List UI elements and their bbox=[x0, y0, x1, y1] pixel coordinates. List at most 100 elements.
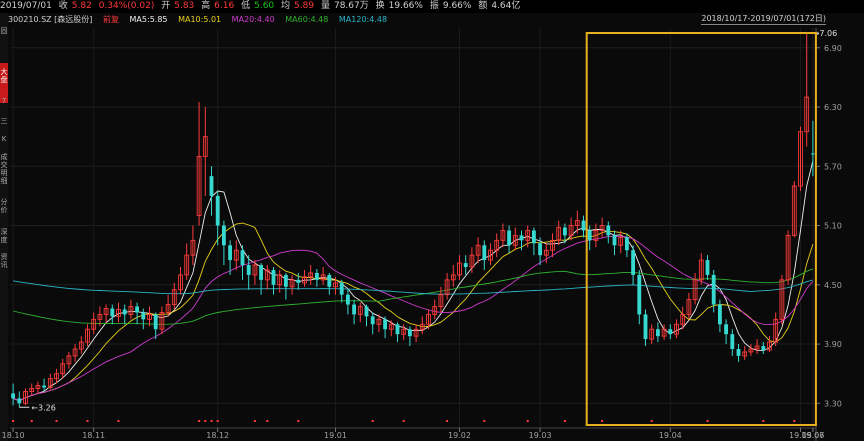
candle-body bbox=[178, 274, 183, 291]
candle bbox=[277, 269, 283, 293]
signal-dot bbox=[253, 420, 256, 422]
candle bbox=[525, 225, 531, 248]
y-tick-label: 3.90 bbox=[824, 340, 842, 349]
candle bbox=[680, 306, 686, 330]
candle bbox=[705, 255, 710, 280]
adjust-mode[interactable]: 前复 bbox=[102, 15, 119, 24]
candle-body bbox=[221, 225, 226, 246]
candle-body bbox=[543, 249, 549, 256]
amount-label: 额 bbox=[478, 1, 488, 11]
signal-dot bbox=[650, 420, 653, 422]
candle bbox=[178, 267, 183, 295]
candle-body bbox=[457, 262, 462, 276]
candle bbox=[153, 312, 158, 340]
x-tick-label: 19.04 bbox=[659, 431, 682, 440]
candle bbox=[785, 230, 791, 285]
sidebar-tab-3[interactable]: 7 bbox=[1, 97, 7, 105]
ma10-legend: MA10:5.01 bbox=[178, 15, 222, 24]
candle bbox=[773, 312, 779, 347]
sidebar-tab-2[interactable]: 大盘 bbox=[0, 68, 8, 84]
candle-body bbox=[184, 254, 190, 276]
candle bbox=[748, 344, 754, 356]
candle bbox=[606, 221, 611, 244]
candle bbox=[742, 346, 748, 360]
candle-body bbox=[804, 96, 810, 133]
candle bbox=[649, 324, 655, 345]
y-tick-label: 6.30 bbox=[824, 103, 842, 112]
left-function-sidebar: 固 大盘 7 三 K 成交明细 分价 深度 资讯 bbox=[0, 13, 8, 441]
candle-body bbox=[314, 272, 319, 280]
candle-body bbox=[612, 235, 617, 246]
sidebar-tab-4[interactable]: 三 bbox=[0, 117, 8, 125]
candle-body bbox=[525, 230, 531, 241]
sidebar-tab-1[interactable]: 固 bbox=[0, 27, 8, 35]
date-range-label[interactable]: 2018/10/17-2019/07/01(172日) bbox=[701, 14, 826, 25]
candle bbox=[568, 217, 574, 241]
candle bbox=[184, 243, 190, 280]
moving-average-lines bbox=[12, 160, 814, 402]
candle bbox=[271, 267, 276, 295]
quote-info-bar: 2019/07/01 收 5.82 0.34%(0.02) 开 5.83 高 6.16… bbox=[0, 0, 864, 13]
candle bbox=[543, 243, 549, 264]
volume-value: 78.67万 bbox=[333, 1, 369, 11]
candle bbox=[791, 181, 797, 238]
candle bbox=[23, 388, 28, 406]
candle bbox=[85, 324, 90, 347]
candle-body bbox=[668, 329, 673, 335]
signal-dot bbox=[198, 420, 201, 422]
ma60-line bbox=[12, 268, 814, 325]
stock-code[interactable]: 300210.SZ [森远股份] bbox=[8, 15, 93, 24]
sidebar-tab-5[interactable]: K bbox=[1, 135, 7, 143]
candle-body bbox=[35, 385, 41, 389]
close-label: 收 bbox=[58, 1, 68, 11]
candle-body bbox=[556, 227, 562, 241]
candle bbox=[264, 265, 270, 290]
candle bbox=[308, 265, 314, 285]
candle bbox=[692, 272, 698, 305]
candle bbox=[519, 230, 524, 251]
candle-body bbox=[29, 388, 35, 392]
candle bbox=[29, 383, 35, 396]
candle-body bbox=[767, 341, 772, 351]
candle-body bbox=[215, 195, 220, 226]
candle-body bbox=[296, 279, 301, 283]
candle bbox=[78, 336, 84, 354]
candle-body bbox=[730, 334, 735, 349]
candle bbox=[698, 253, 704, 285]
candle-body bbox=[357, 306, 363, 315]
candle bbox=[469, 247, 475, 273]
candle-body bbox=[736, 348, 741, 356]
close-value: 5.82 bbox=[71, 1, 92, 11]
chart-grid bbox=[10, 28, 816, 428]
candle-body bbox=[512, 234, 518, 246]
quote-date: 2019/07/01 bbox=[0, 1, 52, 11]
candle bbox=[215, 190, 220, 246]
candle-body bbox=[599, 225, 605, 231]
candle-body bbox=[54, 373, 59, 380]
ma5-line bbox=[12, 160, 814, 402]
candle bbox=[413, 324, 419, 343]
candle bbox=[612, 230, 617, 256]
sidebar-tab-9[interactable]: 资讯 bbox=[0, 253, 8, 269]
candle bbox=[171, 282, 177, 310]
candle bbox=[339, 279, 344, 303]
candle-body bbox=[259, 265, 264, 280]
candle-body bbox=[798, 131, 803, 187]
candle bbox=[333, 276, 338, 295]
candle-body bbox=[692, 279, 698, 301]
signal-dot bbox=[402, 420, 405, 422]
candle-body bbox=[345, 294, 350, 305]
candle bbox=[352, 299, 357, 325]
x-tick-label: 19.01 bbox=[324, 431, 347, 440]
sidebar-tab-6[interactable]: 成交明细 bbox=[0, 153, 8, 185]
candle-body bbox=[252, 264, 258, 276]
candle bbox=[228, 240, 233, 275]
candle-body bbox=[395, 324, 400, 335]
candle-body bbox=[23, 391, 28, 404]
candle-body bbox=[165, 304, 171, 313]
candle bbox=[209, 166, 214, 216]
sidebar-tab-7[interactable]: 分价 bbox=[0, 198, 8, 214]
ma60-legend: MA60:4.48 bbox=[285, 15, 329, 24]
sidebar-tab-8[interactable]: 深度 bbox=[0, 228, 8, 244]
